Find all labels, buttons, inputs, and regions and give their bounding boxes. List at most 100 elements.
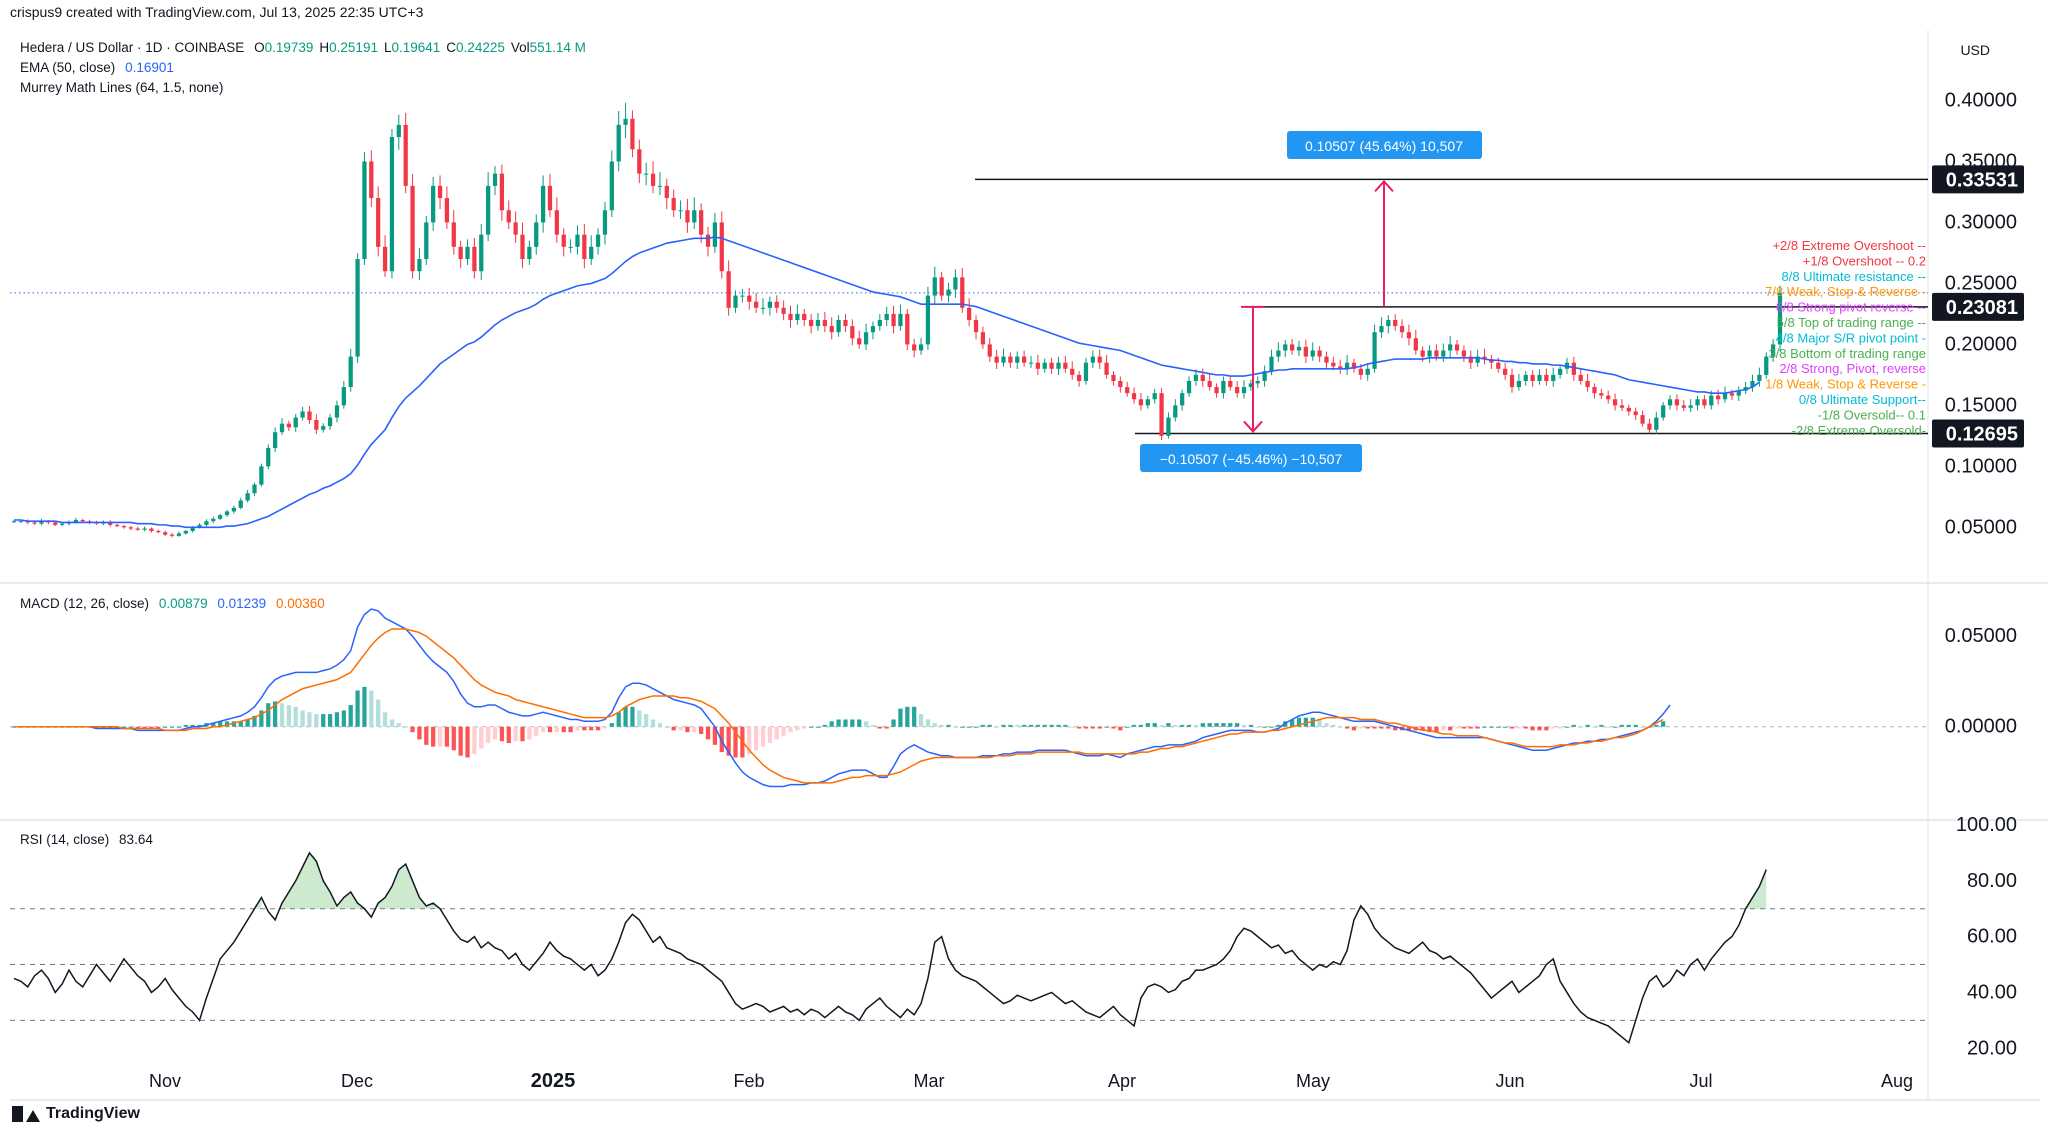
macd-histogram-bar	[396, 723, 401, 727]
macd-histogram-bar	[650, 719, 656, 727]
candle-body	[252, 484, 257, 494]
candle	[547, 173, 553, 218]
macd-histogram-bar	[939, 724, 944, 727]
ema-line	[14, 236, 1760, 529]
candle	[575, 225, 580, 255]
candle-body	[479, 234, 484, 272]
candle-body	[32, 522, 37, 524]
candle	[699, 203, 704, 243]
macd-histogram-bar	[1640, 726, 1645, 728]
macd-histogram-bar	[554, 726, 559, 733]
candle-body	[967, 307, 972, 320]
candle-body	[568, 246, 573, 248]
candle-body	[795, 313, 800, 320]
time-axis-label: Apr	[1108, 1071, 1136, 1091]
macd-histogram-bar	[520, 726, 525, 742]
macd-histogram-bar	[1063, 724, 1068, 727]
candle-body	[11, 521, 17, 523]
macd-histogram-bar	[685, 726, 690, 733]
candle	[925, 286, 931, 350]
candle-body	[1104, 362, 1109, 375]
macd-histogram-bar	[1351, 726, 1357, 731]
candle	[1303, 339, 1308, 364]
macd-histogram-bar	[602, 726, 608, 729]
candle-body	[183, 530, 188, 534]
candle-body	[245, 493, 250, 501]
macd-histogram-bar	[808, 726, 814, 728]
macd-histogram-bar	[1612, 726, 1618, 728]
macd-histogram-bar	[149, 726, 154, 729]
candle-body	[1461, 350, 1467, 357]
candle-body	[80, 520, 85, 522]
candle	[822, 311, 827, 333]
candle	[829, 317, 834, 340]
macd-legend[interactable]: MACD (12, 26, close) 0.00879 0.01239 0.0…	[20, 596, 331, 611]
candle-body	[774, 301, 779, 308]
candle-body	[1688, 405, 1693, 408]
macd-histogram-bar	[108, 726, 113, 729]
candle-body	[760, 307, 766, 309]
candle-body	[829, 326, 834, 333]
candle-body	[314, 420, 319, 430]
rsi-legend[interactable]: RSI (14, close) 83.64	[20, 832, 159, 847]
candle	[1180, 389, 1185, 411]
candle-body	[300, 411, 305, 418]
macd-histogram-bar	[279, 703, 285, 727]
price-tick-label: 0.30000	[1945, 211, 2017, 233]
macd-histogram-bar	[781, 726, 786, 736]
symbol-name[interactable]: Hedera / US Dollar · 1D · COINBASE	[20, 40, 245, 55]
candle-body	[492, 173, 498, 186]
candle	[1468, 350, 1473, 369]
candle-body	[1640, 415, 1645, 424]
macd-histogram-bar	[1585, 724, 1590, 727]
candle	[994, 349, 999, 369]
ema-legend[interactable]: EMA (50, close) 0.16901	[20, 60, 180, 75]
candle-body	[1228, 380, 1233, 388]
candle-body	[540, 185, 546, 223]
candle-body	[987, 344, 992, 357]
price-tag: 0.23081	[1932, 292, 2024, 321]
candle-body	[870, 326, 876, 333]
macd-histogram-bar	[121, 726, 127, 728]
price-tick-label: 0.40000	[1945, 89, 2017, 111]
tradingview-logo-icon	[12, 1106, 40, 1122]
macd-histogram-bar	[1557, 726, 1563, 729]
candle-body	[1193, 374, 1199, 381]
candle	[1235, 381, 1240, 398]
candle	[486, 172, 491, 241]
candle-body	[396, 124, 401, 138]
candle	[1344, 355, 1350, 375]
candle	[692, 197, 697, 230]
macd-histogram-bar	[1393, 726, 1398, 731]
currency-label[interactable]: USD	[1960, 42, 1990, 58]
candle-body	[781, 307, 786, 314]
candle	[1097, 349, 1102, 369]
candle-body	[149, 528, 154, 531]
macd-histogram-bar	[1118, 726, 1123, 731]
macd-histogram-bar	[712, 726, 718, 745]
macd-histogram-bar	[1537, 726, 1542, 731]
candle	[1777, 285, 1783, 352]
macd-histogram-bar	[836, 719, 841, 727]
candle	[609, 150, 614, 218]
macd-histogram-bar	[1448, 726, 1453, 731]
macd-histogram-bar	[513, 726, 518, 742]
ohlc-value-vol: 551.14 M	[529, 40, 586, 55]
murrey-level-label: 7/8 Weak, Stop & Reverse -	[1765, 284, 1926, 299]
candle	[1056, 356, 1061, 375]
candle-body	[348, 356, 353, 388]
candle-body	[1647, 423, 1652, 430]
candle	[1076, 371, 1082, 387]
candle	[1667, 395, 1673, 410]
candle	[1537, 369, 1542, 385]
macd-histogram-bar	[637, 710, 642, 727]
candle	[410, 173, 415, 279]
macd-histogram-bar	[1626, 724, 1631, 727]
macd-line-value: 0.01239	[217, 596, 267, 611]
candle-body	[740, 295, 745, 297]
murrey-legend[interactable]: Murrey Math Lines (64, 1.5, none)	[20, 80, 229, 95]
candle-body	[1028, 362, 1034, 364]
measure-up-label: 0.10507 (45.64%) 10,507	[1305, 138, 1463, 154]
candle-body	[1475, 356, 1480, 363]
